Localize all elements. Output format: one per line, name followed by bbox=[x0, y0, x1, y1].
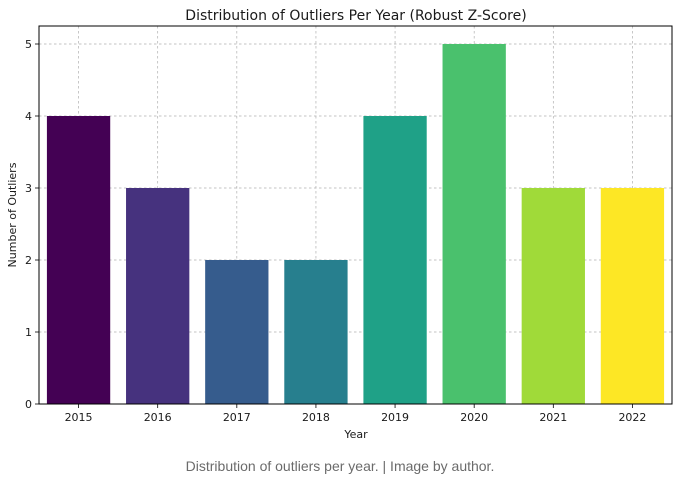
bar-2021 bbox=[521, 188, 585, 404]
y-tick-label: 0 bbox=[25, 398, 32, 411]
bar-2019 bbox=[363, 116, 427, 404]
x-tick-label: 2018 bbox=[302, 411, 330, 424]
y-tick-label: 1 bbox=[25, 326, 32, 339]
bar-2018 bbox=[284, 260, 348, 404]
x-tick-label: 2022 bbox=[618, 411, 646, 424]
axis-ticks: 0 1 2 3 4 5 2015 2016 2017 2018 2019 2020 2021 2022 bbox=[25, 38, 646, 424]
chart-title: Distribution of Outliers Per Year (Robus… bbox=[185, 8, 526, 24]
x-tick-label: 2020 bbox=[460, 411, 488, 424]
y-tick-label: 3 bbox=[25, 182, 32, 195]
bar-2020 bbox=[442, 44, 506, 404]
bar-2017 bbox=[205, 260, 269, 404]
y-axis-label: Number of Outliers bbox=[6, 162, 19, 267]
y-tick-label: 4 bbox=[25, 110, 32, 123]
bar-chart: 0 1 2 3 4 5 2015 2016 2017 2018 2019 2020 2021 2022 D… bbox=[6, 8, 673, 441]
x-tick-label: 2019 bbox=[381, 411, 409, 424]
plot-frame bbox=[38, 25, 673, 405]
x-tick-label: 2015 bbox=[65, 411, 93, 424]
y-tick-label: 2 bbox=[25, 254, 32, 267]
y-tick-label: 5 bbox=[25, 38, 32, 51]
bar-2015 bbox=[46, 116, 111, 404]
bar-2016 bbox=[126, 188, 190, 404]
x-tick-label: 2021 bbox=[539, 411, 567, 424]
x-tick-label: 2017 bbox=[223, 411, 251, 424]
x-tick-label: 2016 bbox=[144, 411, 172, 424]
bars bbox=[46, 44, 665, 404]
figure-caption: Distribution of outliers per year. | Ima… bbox=[185, 458, 495, 474]
x-axis-label: Year bbox=[343, 428, 368, 441]
bar-2022 bbox=[600, 188, 665, 404]
